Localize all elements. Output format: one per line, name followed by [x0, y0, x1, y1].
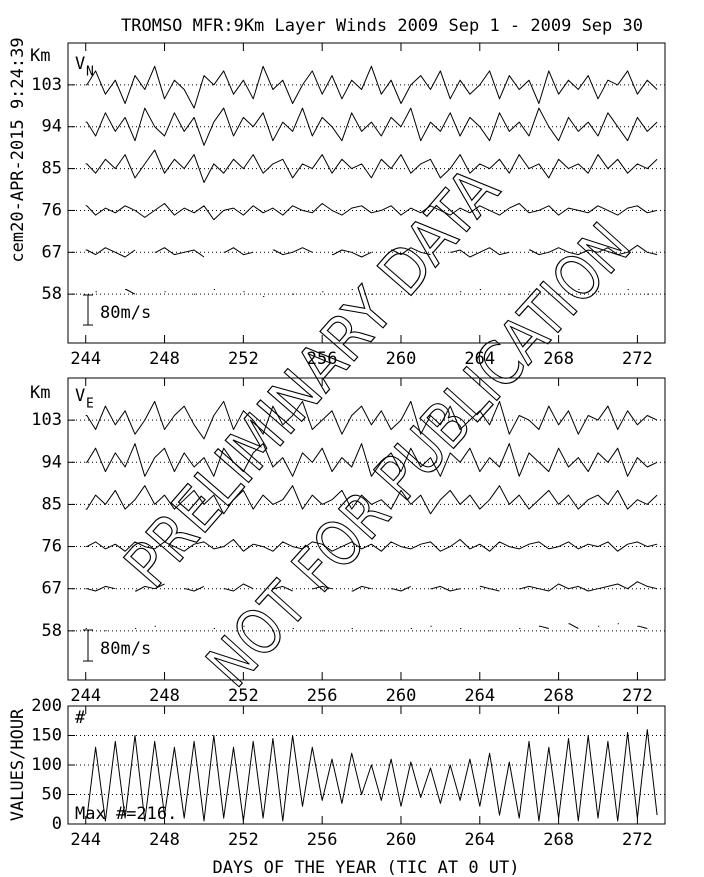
y-tick-label: 94	[42, 452, 62, 472]
y-tick-label: 200	[31, 696, 62, 716]
panel-label-sub: E	[86, 397, 94, 412]
y-tick-label: 50	[42, 785, 62, 805]
data-line	[85, 203, 658, 221]
x-tick-label: 260	[386, 349, 417, 369]
panel-label-sub: N	[86, 65, 94, 80]
annotation: Max #=216.	[75, 804, 177, 824]
x-tick-label: 272	[622, 686, 653, 706]
x-tick-label: 268	[543, 349, 574, 369]
x-tick-label: 260	[386, 686, 417, 706]
x-tick-label: 256	[307, 349, 338, 369]
data-line	[85, 443, 658, 477]
y-tick-label: 58	[42, 621, 62, 641]
y-tick-label: 85	[42, 494, 62, 514]
x-tick-label: 256	[307, 686, 338, 706]
panel-label: V	[75, 386, 85, 406]
y-unit: Km	[30, 383, 50, 403]
scale-label: 80m/s	[100, 639, 151, 659]
y-tick-label: 76	[42, 537, 62, 557]
x-tick-label: 264	[464, 830, 495, 850]
y-tick-label: 103	[31, 75, 62, 95]
data-line	[85, 149, 658, 183]
y-tick-label: 76	[42, 200, 62, 220]
data-line	[85, 65, 658, 109]
x-tick-label: 252	[228, 830, 259, 850]
x-tick-label: 256	[307, 830, 338, 850]
scale-bar	[83, 294, 93, 662]
plot-frame	[67, 42, 666, 344]
y-axis-label: VALUES/HOUR	[8, 708, 28, 821]
x-tick-label: 248	[149, 686, 180, 706]
x-axis-label: DAYS OF THE YEAR (TIC AT 0 UT)	[212, 858, 519, 877]
x-tick-label: 244	[70, 349, 101, 369]
x-tick-label: 264	[464, 349, 495, 369]
x-tick-label: 268	[543, 686, 574, 706]
x-tick-label: 244	[70, 830, 101, 850]
data-line	[85, 107, 658, 146]
data-line	[85, 581, 658, 592]
chart-title: TROMSO MFR:9Km Layer Winds 2009 Sep 1 - …	[121, 16, 643, 36]
x-tick-label: 264	[464, 686, 495, 706]
data-line	[95, 289, 649, 297]
data-line	[85, 244, 658, 258]
y-tick-label: 67	[42, 579, 62, 599]
data-line	[85, 485, 658, 515]
y-tick-label: 58	[42, 284, 62, 304]
x-tick-label: 248	[149, 830, 180, 850]
data-line	[85, 729, 658, 822]
panel-label: V	[75, 54, 85, 74]
annotation: #	[75, 708, 86, 728]
x-tick-label: 252	[228, 686, 259, 706]
y-tick-label: 0	[52, 814, 62, 834]
x-tick-label: 244	[70, 686, 101, 706]
y-tick-label: 94	[42, 117, 62, 137]
y-unit: Km	[30, 46, 50, 66]
plot-frame	[67, 377, 666, 681]
y-tick-label: 67	[42, 242, 62, 262]
data-line	[85, 400, 658, 440]
y-tick-label: 103	[31, 410, 62, 430]
timestamp: cem20-APR-2015 9:24:39	[8, 37, 28, 262]
scale-label: 80m/s	[100, 303, 151, 323]
x-tick-label: 268	[543, 830, 574, 850]
data-line	[85, 623, 648, 632]
x-tick-label: 260	[386, 830, 417, 850]
x-tick-label: 248	[149, 349, 180, 369]
y-tick-label: 150	[31, 726, 62, 746]
x-tick-label: 272	[622, 349, 653, 369]
x-tick-label: 252	[228, 349, 259, 369]
data-line	[85, 539, 658, 552]
x-tick-label: 272	[622, 830, 653, 850]
y-tick-label: 85	[42, 159, 62, 179]
y-tick-label: 100	[31, 755, 62, 775]
